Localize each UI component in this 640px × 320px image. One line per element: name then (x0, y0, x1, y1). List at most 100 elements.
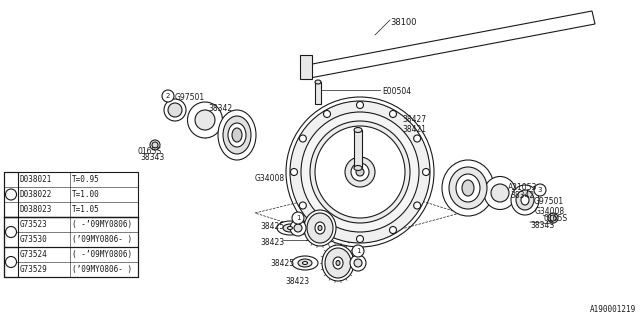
Ellipse shape (287, 227, 292, 229)
Ellipse shape (315, 80, 321, 84)
Text: 38425: 38425 (270, 259, 294, 268)
Text: 0165S: 0165S (543, 214, 567, 223)
Circle shape (422, 169, 429, 175)
Text: 38343: 38343 (530, 221, 554, 230)
Ellipse shape (310, 121, 410, 223)
Circle shape (323, 227, 330, 234)
Ellipse shape (354, 165, 362, 171)
Circle shape (534, 184, 546, 196)
Text: 38427: 38427 (402, 115, 426, 124)
Text: D038022: D038022 (20, 190, 52, 199)
Circle shape (152, 142, 158, 148)
Ellipse shape (303, 261, 307, 265)
Ellipse shape (290, 101, 430, 243)
Ellipse shape (356, 168, 364, 176)
Ellipse shape (491, 184, 509, 202)
Circle shape (352, 245, 364, 257)
Ellipse shape (456, 174, 480, 202)
Text: T=1.00: T=1.00 (72, 190, 100, 199)
Circle shape (6, 257, 17, 268)
Ellipse shape (345, 157, 375, 187)
Ellipse shape (298, 259, 312, 267)
Ellipse shape (516, 190, 534, 210)
Text: E00504: E00504 (382, 87, 411, 96)
Text: G34008: G34008 (255, 174, 285, 183)
Circle shape (548, 213, 558, 223)
Circle shape (292, 212, 304, 224)
Bar (4, 217, 18, 247)
Text: 1: 1 (356, 248, 360, 254)
Ellipse shape (325, 248, 351, 278)
Text: G73529: G73529 (20, 265, 48, 274)
Text: A190001219: A190001219 (589, 305, 636, 314)
Text: 3: 3 (8, 258, 13, 267)
Circle shape (323, 110, 330, 117)
Ellipse shape (322, 245, 354, 281)
Bar (4, 172, 138, 277)
Text: D038021: D038021 (20, 175, 52, 184)
Text: 2: 2 (8, 228, 13, 236)
Text: G34008: G34008 (535, 207, 565, 216)
Circle shape (294, 224, 302, 232)
Text: G73524: G73524 (20, 250, 48, 259)
Ellipse shape (511, 185, 539, 215)
Text: T=0.95: T=0.95 (72, 175, 100, 184)
Text: 38100: 38100 (390, 18, 417, 27)
Ellipse shape (318, 226, 322, 230)
Ellipse shape (304, 210, 336, 246)
Circle shape (354, 259, 362, 267)
Ellipse shape (521, 195, 529, 205)
Ellipse shape (307, 213, 333, 243)
Text: G73530: G73530 (20, 235, 48, 244)
Polygon shape (307, 11, 595, 78)
Bar (4, 247, 18, 277)
Ellipse shape (315, 126, 405, 218)
Bar (300, 55, 312, 79)
Text: A21053: A21053 (508, 183, 538, 192)
Text: G97501: G97501 (534, 197, 564, 206)
Ellipse shape (218, 110, 256, 160)
Text: T=1.05: T=1.05 (72, 205, 100, 214)
Text: 38421: 38421 (402, 125, 426, 134)
Ellipse shape (442, 160, 494, 216)
Circle shape (413, 202, 420, 209)
Bar (4, 217, 138, 247)
Text: FRONT: FRONT (96, 184, 129, 207)
Ellipse shape (315, 222, 325, 234)
Ellipse shape (484, 177, 516, 210)
Ellipse shape (277, 221, 303, 235)
Text: 0165S: 0165S (137, 147, 161, 156)
Text: 38425: 38425 (260, 222, 284, 231)
Text: (’09MY0806- ): (’09MY0806- ) (72, 265, 132, 274)
Text: 38423: 38423 (260, 238, 284, 247)
Text: G97501: G97501 (175, 93, 205, 102)
Circle shape (390, 227, 397, 234)
Ellipse shape (351, 163, 369, 181)
Text: 38342: 38342 (510, 191, 534, 200)
Text: 38423: 38423 (285, 277, 309, 286)
Circle shape (413, 135, 420, 142)
Circle shape (150, 140, 160, 150)
Circle shape (6, 227, 17, 237)
Circle shape (350, 255, 366, 271)
Ellipse shape (301, 112, 419, 232)
Text: ( -’09MY0806): ( -’09MY0806) (72, 220, 132, 229)
Ellipse shape (336, 260, 340, 266)
Ellipse shape (228, 123, 246, 147)
Bar (315, 82, 321, 104)
Ellipse shape (188, 102, 223, 138)
Circle shape (356, 101, 364, 108)
Text: 38343: 38343 (140, 153, 164, 162)
Text: 3: 3 (538, 187, 542, 193)
Circle shape (550, 215, 556, 221)
Circle shape (6, 189, 17, 200)
Ellipse shape (449, 167, 487, 209)
Bar (4, 247, 138, 277)
Ellipse shape (333, 257, 343, 269)
Bar (354, 130, 362, 168)
Ellipse shape (286, 97, 434, 247)
Text: ( -’09MY0806): ( -’09MY0806) (72, 250, 132, 259)
Ellipse shape (223, 116, 251, 154)
Text: 1: 1 (8, 190, 13, 199)
Bar (4, 172, 18, 217)
